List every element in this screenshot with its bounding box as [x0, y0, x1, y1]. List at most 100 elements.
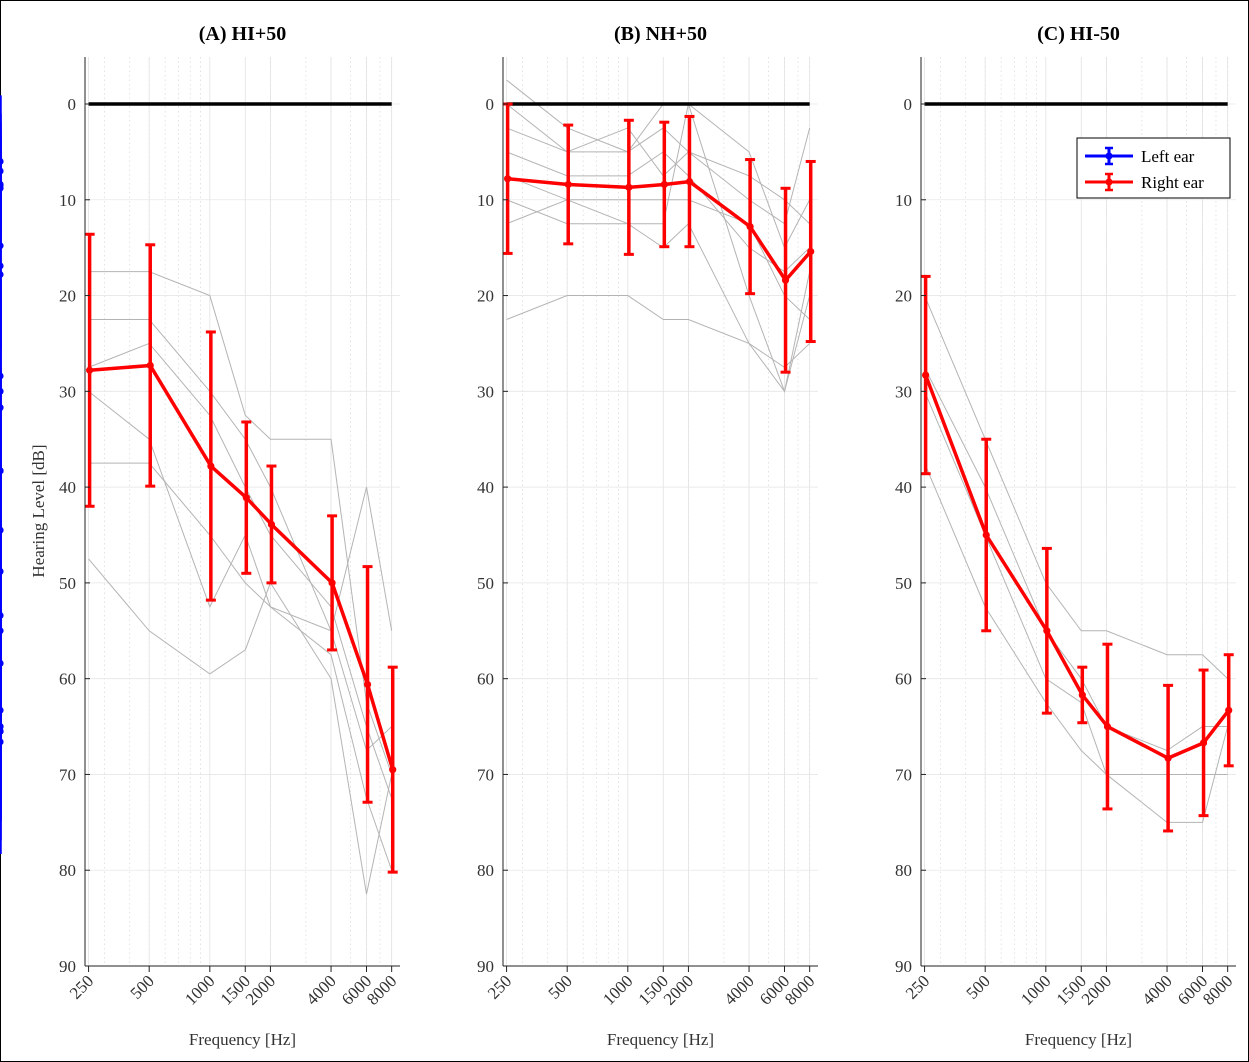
y-tick-label: 0 [68, 95, 77, 114]
data-point [660, 180, 668, 189]
data-point [504, 175, 512, 183]
data-point [267, 520, 276, 529]
data-point [685, 177, 694, 186]
y-axis-label: Hearing Level [dB] [29, 444, 48, 577]
individual-audiogram-line [88, 390, 393, 752]
y-tick-label: 90 [895, 957, 912, 976]
y-tick-label: 40 [477, 478, 494, 497]
series-right-ear [84, 232, 398, 874]
series-right-ear [502, 102, 816, 374]
y-tick-label: 0 [486, 95, 495, 114]
y-tick-label: 30 [59, 382, 76, 401]
legend-entry-left-ear: Left ear [1085, 146, 1195, 166]
y-tick-label: 90 [477, 957, 494, 976]
data-point [207, 462, 215, 470]
individual-audiogram-line [924, 391, 1228, 775]
y-tick-label: 10 [895, 191, 912, 210]
data-point [328, 579, 336, 587]
y-tick-label: 20 [59, 287, 76, 306]
y-tick-label: 80 [477, 861, 494, 880]
data-point [0, 242, 4, 250]
data-point [1078, 691, 1086, 699]
y-tick-label: 50 [895, 574, 912, 593]
y-tick-label: 90 [59, 957, 76, 976]
individual-audiogram-line [506, 175, 811, 320]
individual-audiogram-line [924, 295, 1229, 680]
data-point [1164, 754, 1172, 762]
y-tick-label: 50 [477, 574, 494, 593]
y-tick-label: 10 [59, 191, 76, 210]
y-tick-label: 10 [477, 191, 494, 210]
data-point [625, 183, 633, 191]
y-tick-label: 30 [477, 382, 494, 401]
y-tick-label: 20 [477, 287, 494, 306]
data-point [1103, 722, 1112, 731]
series-left-ear [0, 303, 4, 841]
individual-audiogram-line [506, 127, 811, 225]
y-tick-label: 60 [477, 670, 494, 689]
data-point [0, 270, 4, 279]
series-right-ear [920, 274, 1234, 833]
data-point [0, 738, 4, 746]
data-point [86, 366, 94, 374]
series-line [923, 374, 1231, 760]
y-tick-label: 30 [895, 382, 912, 401]
legend-label: Right ear [1141, 173, 1204, 192]
y-tick-label: 0 [904, 95, 913, 114]
legend-box [1076, 137, 1231, 199]
data-point [146, 361, 154, 370]
data-point [0, 467, 4, 475]
x-axis-label: Frequency [Hz] [1025, 1030, 1132, 1049]
data-point [0, 157, 4, 166]
data-point [0, 706, 4, 714]
chart-title: (A) HI+50 [199, 23, 287, 45]
data-point [0, 372, 4, 380]
data-point [1043, 627, 1051, 635]
y-tick-label: 70 [59, 765, 76, 784]
data-point [982, 531, 990, 539]
individual-audiogram-line [506, 103, 811, 225]
data-point [807, 247, 815, 256]
individual-audiogram-line [924, 367, 1228, 752]
y-tick-label: 40 [59, 478, 76, 497]
individual-audiogram-line [88, 271, 393, 775]
data-point [1225, 706, 1233, 714]
data-point [0, 659, 4, 667]
y-tick-label: 80 [59, 861, 76, 880]
individual-audiogram-line [506, 271, 811, 393]
data-point [389, 766, 397, 774]
legend: Left ear Right ear [1076, 137, 1231, 199]
y-tick-label: 70 [895, 765, 912, 784]
y-tick-label: 60 [895, 670, 912, 689]
data-point [0, 180, 4, 189]
y-tick-label: 40 [895, 478, 912, 497]
individual-audiogram-line [924, 462, 1229, 823]
y-tick-label: 50 [59, 574, 76, 593]
individual-audiogram-line [88, 558, 393, 895]
series-line [89, 363, 395, 771]
data-point [922, 371, 930, 379]
legend-entry-right-ear: Right ear [1085, 172, 1204, 192]
data-point [0, 262, 4, 270]
x-axis-label: Frequency [Hz] [607, 1030, 714, 1049]
data-point [746, 222, 754, 231]
legend-swatch-marker [1105, 178, 1113, 186]
individual-audiogram-line [88, 462, 393, 871]
data-point [781, 276, 790, 284]
individual-audiogram-line [88, 319, 393, 633]
y-tick-label: 60 [59, 670, 76, 689]
series-left-ear [0, 95, 4, 350]
legend-label: Left ear [1141, 147, 1195, 166]
data-point [0, 167, 4, 175]
y-tick-label: 70 [477, 765, 494, 784]
data-point [0, 611, 4, 620]
chart-title: (B) NH+50 [614, 23, 707, 45]
data-point [242, 494, 250, 502]
y-tick-label: 80 [895, 861, 912, 880]
data-point [564, 180, 572, 189]
y-tick-label: 20 [895, 287, 912, 306]
